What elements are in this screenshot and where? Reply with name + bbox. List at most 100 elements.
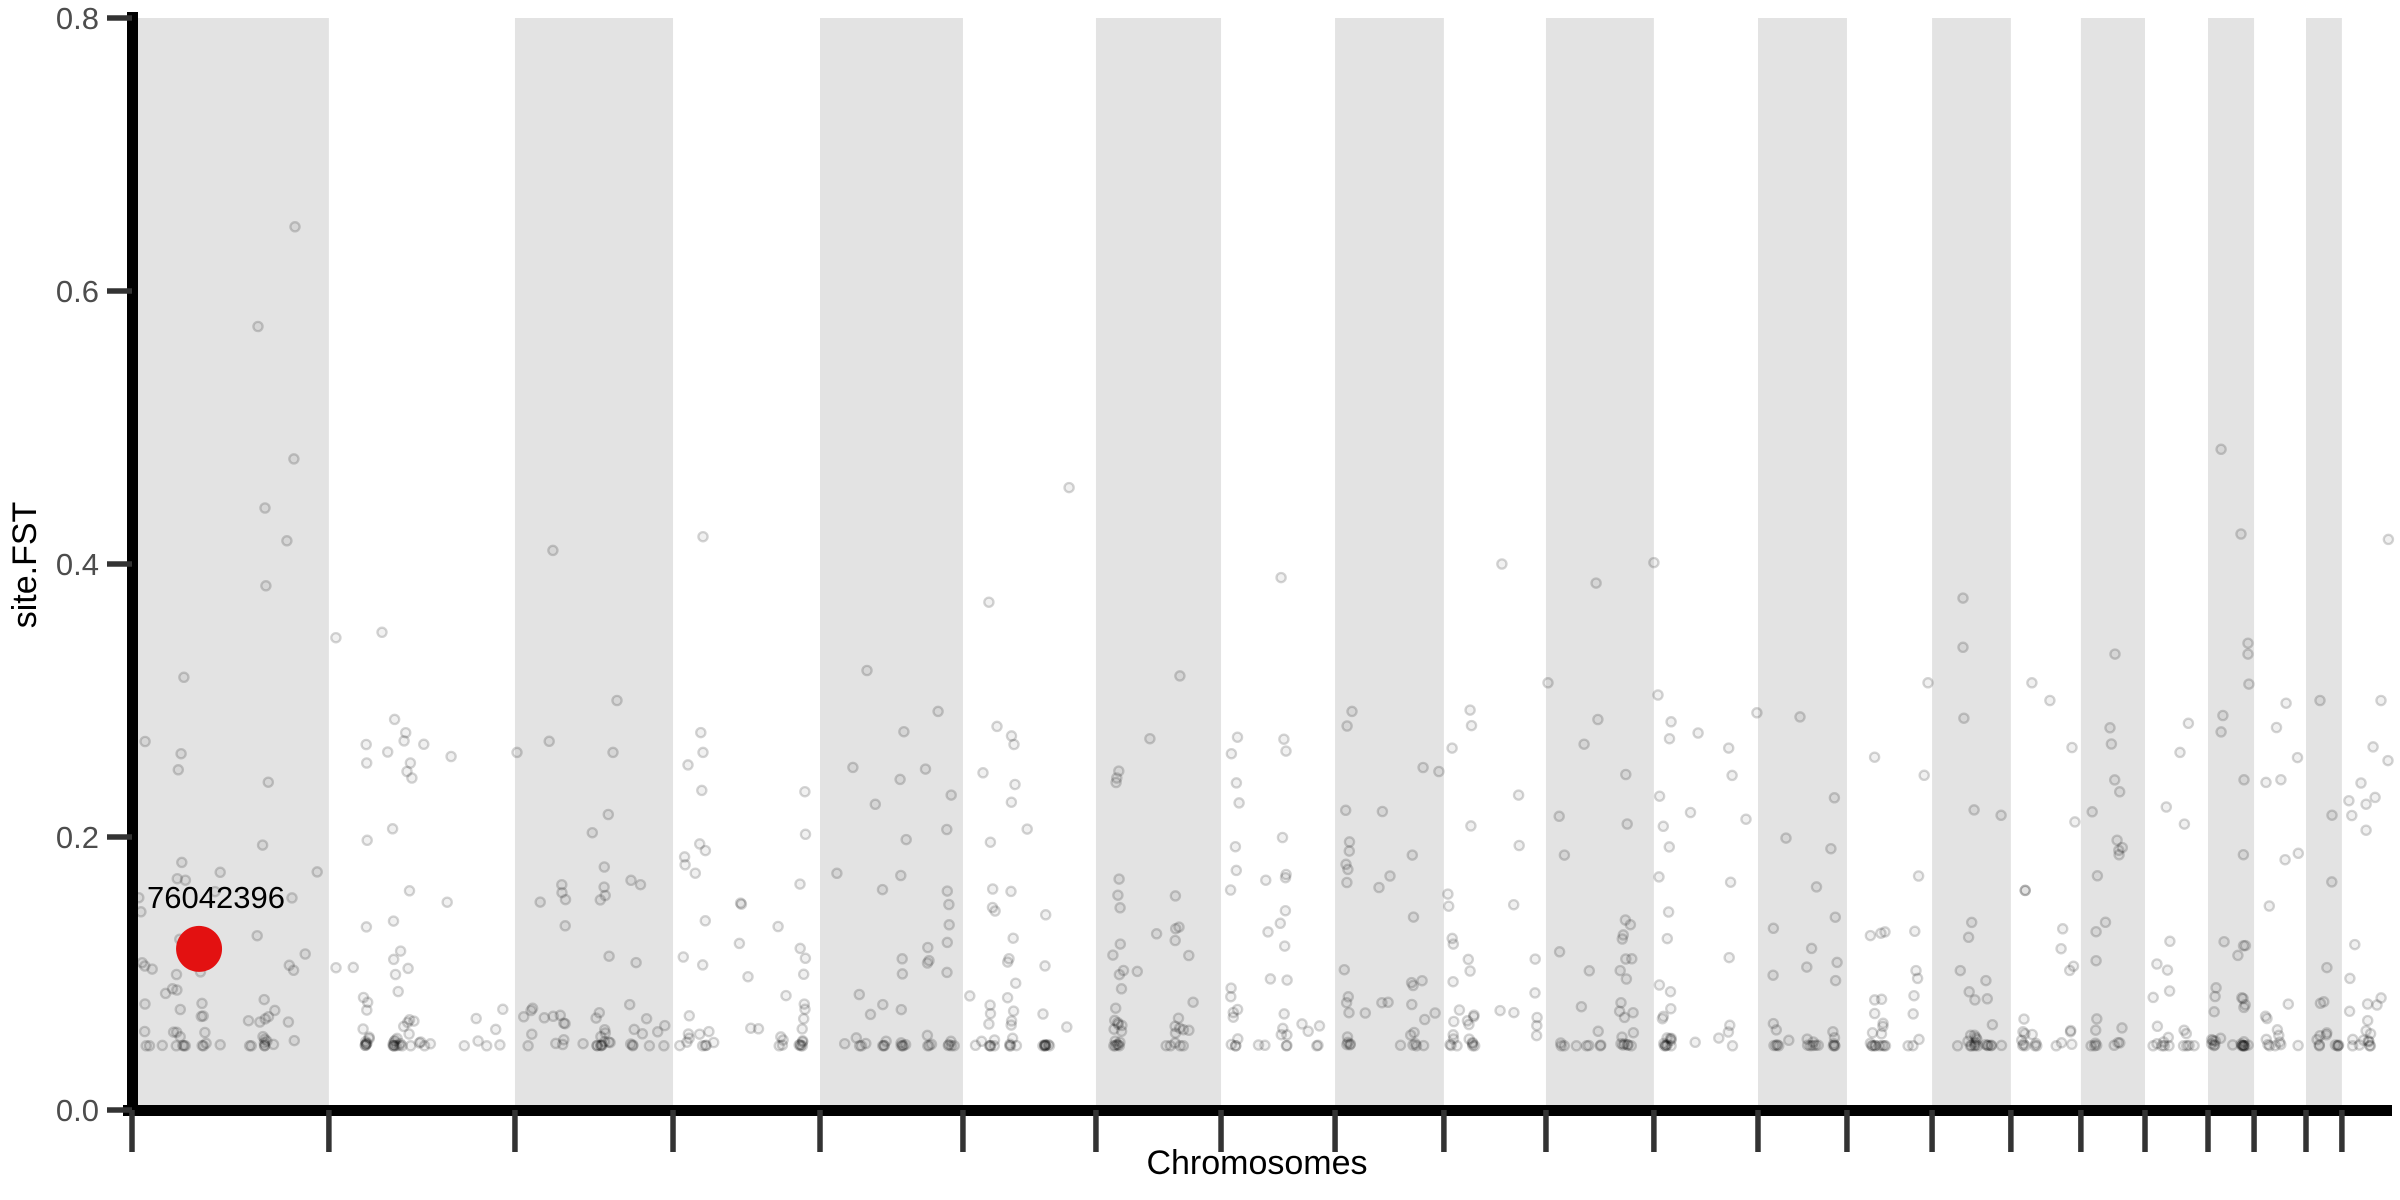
data-point [2182,717,2195,730]
data-point [1665,716,1677,728]
data-point [2188,1039,2200,1052]
data-point [2151,958,2163,970]
outlier-point [1433,765,1445,778]
data-point [2362,1035,2375,1047]
outlier-point [2217,709,2229,722]
data-point [1575,1000,1588,1013]
data-point [598,861,611,873]
snp-point-cloud [133,713,2387,1052]
outlier-point [2375,694,2387,707]
data-point [2064,1024,2077,1037]
data-point [2363,1035,2375,1048]
data-point [1986,1018,1999,1031]
data-point [679,859,691,871]
data-point [603,950,615,962]
data-point [696,959,709,971]
data-point [1406,998,1418,1011]
data-point [196,997,208,1010]
data-point [604,1036,616,1049]
outlier-point [2215,443,2227,456]
data-point [1408,1026,1420,1039]
data-point [1302,1025,1314,1038]
data-point [1868,994,1881,1006]
data-point [630,956,642,969]
data-point [2160,801,2173,813]
data-point [1005,1015,1018,1027]
data-point [1281,1039,1293,1052]
data-point [1553,946,1566,958]
data-point [179,1040,192,1052]
data-point [1864,929,1877,942]
outlier-point [1957,592,1969,604]
data-point [984,1007,997,1020]
data-point [1771,1039,1783,1051]
data-point [1827,1025,1839,1038]
data-point [170,1026,183,1038]
data-point [853,988,866,1001]
data-point [988,1040,1001,1052]
data-point [2239,999,2251,1011]
data-point [1359,1007,1372,1019]
data-point [1866,1040,1879,1052]
data-point [2113,844,2125,857]
data-point [1801,1033,1813,1045]
data-point [1661,1039,1673,1051]
data-point [2019,884,2031,897]
data-point [2242,1039,2254,1051]
data-point [2151,1020,2164,1033]
data-point [2343,794,2355,807]
data-point [403,1014,416,1026]
data-point [683,1010,696,1022]
data-point [2238,774,2250,786]
data-point [598,1036,611,1048]
data-point [170,1040,183,1052]
data-point [1951,1040,1964,1052]
data-point [2236,1039,2249,1051]
data-point [1724,876,1737,888]
data-point [658,1040,670,1052]
data-point [941,966,953,979]
data-point [1112,1039,1124,1051]
data-point [1466,1040,1479,1052]
outlier-point [289,221,301,233]
data-point [794,942,806,955]
data-point [2063,964,2076,977]
data-point [943,1038,955,1051]
data-point [1410,1040,1423,1052]
data-point [2218,935,2230,948]
data-point [733,937,746,950]
data-point [2019,1027,2031,1040]
data-point [898,725,910,738]
data-point [943,898,955,911]
data-point [267,1038,280,1051]
outlier-point [2382,533,2395,546]
data-point [1061,1021,1073,1033]
outlier-point [2044,694,2056,707]
data-point [941,823,953,836]
data-point [799,785,811,798]
data-point [988,1034,1001,1046]
data-point [550,1037,562,1050]
data-point [699,1039,712,1052]
data-point [838,1037,851,1050]
data-point [1227,1006,1240,1019]
data-point [2364,1027,2377,1040]
data-point [1626,953,1638,965]
y-tick-label: 0.8 [56,1,99,36]
data-point [388,1035,401,1048]
data-point [2111,834,2123,846]
data-point [554,1009,567,1022]
data-point [2090,925,2102,938]
data-point [1007,1005,1020,1017]
data-point [1278,940,1291,952]
outlier-point [861,664,873,677]
highlighted-snp-label: 76042396 [147,880,285,915]
outlier-point [288,453,300,465]
data-point [1341,720,1353,732]
data-point [1281,974,1293,986]
outlier-point [2382,754,2394,767]
data-point [983,1039,996,1052]
data-point [674,1039,686,1052]
data-point [1829,1040,1841,1052]
data-point [138,1025,151,1038]
